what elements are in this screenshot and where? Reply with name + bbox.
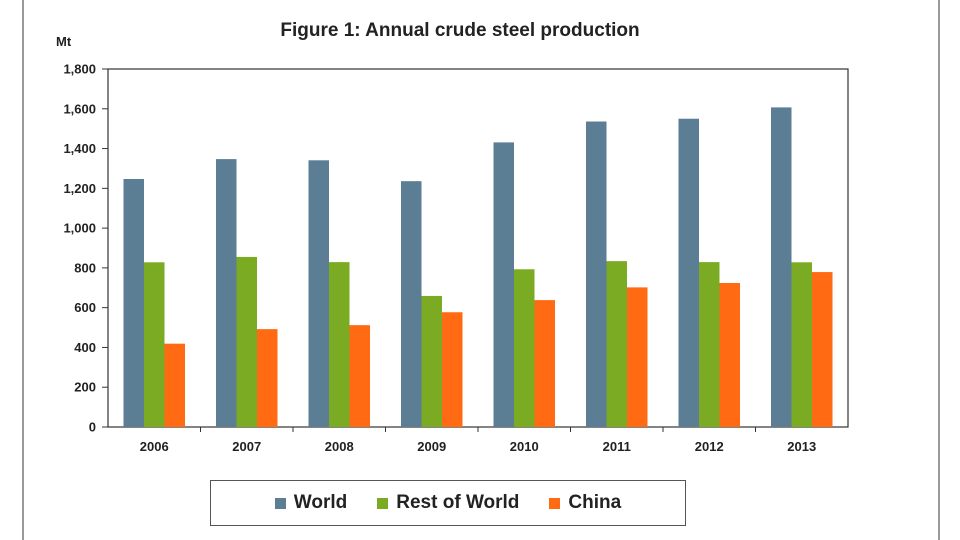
y-tick-label: 1,200 (63, 181, 96, 196)
y-tick-label: 1,000 (63, 221, 96, 236)
bar-china (257, 329, 278, 427)
bar-china (349, 325, 370, 427)
x-tick-label: 2008 (325, 439, 354, 454)
y-tick-label: 1,800 (63, 62, 96, 77)
legend-label: China (568, 492, 622, 513)
bar-chart: Figure 1: Annual crude steel production … (56, 20, 849, 454)
y-axis-unit: Mt (56, 34, 72, 49)
bar-rest-of-world (421, 295, 442, 427)
y-tick-label: 400 (74, 340, 96, 355)
frame-right-border (938, 0, 940, 540)
bar-world (216, 159, 237, 427)
bar-world (123, 178, 144, 427)
bar-rest-of-world (236, 256, 257, 427)
x-tick-label: 2010 (510, 439, 539, 454)
bar-world (308, 160, 329, 428)
x-tick-label: 2006 (140, 439, 169, 454)
legend-item: Rest of World (377, 492, 519, 514)
bar-china (164, 343, 185, 427)
bar-china (442, 312, 463, 427)
legend-label: World (293, 492, 348, 513)
bar-china (719, 283, 740, 427)
legend-label: Rest of World (396, 492, 520, 513)
bar-china (627, 287, 648, 427)
bar-rest-of-world (514, 269, 535, 427)
bar-world (771, 107, 792, 427)
y-tick-label: 800 (74, 260, 96, 275)
bar-world (493, 142, 514, 427)
bar-rest-of-world (144, 262, 165, 427)
x-tick-label: 2007 (232, 439, 261, 454)
legend: World Rest of World China (210, 480, 686, 526)
bar-world (586, 121, 607, 428)
bar-rest-of-world (329, 262, 350, 427)
bar-rest-of-world (606, 261, 627, 427)
chart-title: Figure 1: Annual crude steel production (280, 20, 639, 41)
x-tick-label: 2009 (417, 439, 446, 454)
frame-left-border (22, 0, 24, 540)
y-tick-label: 1,400 (63, 141, 96, 156)
legend-swatch (274, 497, 286, 509)
y-tick-label: 1,600 (63, 101, 96, 116)
x-tick-label: 2013 (787, 439, 816, 454)
y-tick-label: 0 (89, 420, 96, 435)
plot-area: 0 200 400 600 800 1,000 1,200 1,400 1,600 1,800 20… (63, 62, 849, 454)
bar-world (678, 118, 699, 427)
legend-swatch (377, 497, 389, 509)
y-tick-label: 600 (74, 300, 96, 315)
x-tick-label: 2011 (603, 439, 631, 454)
legend-swatch (549, 497, 561, 509)
bar-rest-of-world (699, 262, 720, 427)
bar-china (812, 272, 833, 427)
bar-rest-of-world (791, 262, 812, 427)
legend-item: World (274, 492, 348, 514)
bar-china (534, 300, 555, 427)
x-tick-label: 2012 (695, 439, 724, 454)
bar-world (401, 181, 422, 427)
legend-item: China (549, 492, 621, 514)
y-tick-label: 200 (74, 380, 96, 395)
